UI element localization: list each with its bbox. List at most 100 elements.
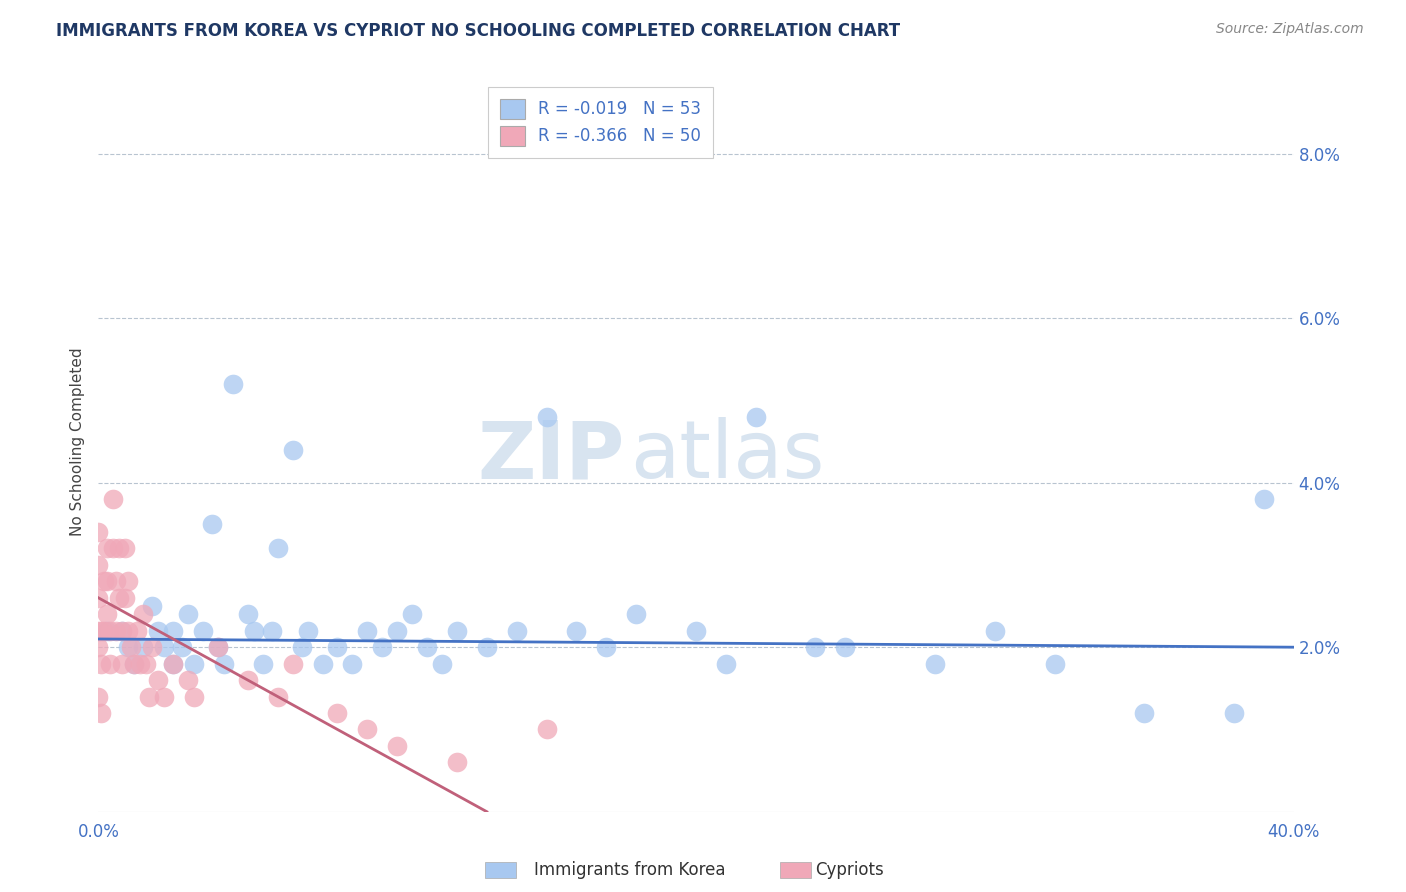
Point [267, 541, 290, 556]
Point [135, 657, 157, 671]
Point [127, 624, 149, 638]
Point [87, 524, 110, 539]
Point [416, 640, 439, 655]
Point [1043, 657, 1066, 671]
Point [536, 723, 558, 737]
Point [153, 640, 176, 655]
Point [191, 624, 214, 638]
Point [96, 607, 118, 622]
Point [506, 624, 529, 638]
Point [385, 624, 409, 638]
Point [162, 657, 184, 671]
Point [236, 673, 259, 687]
Point [96, 624, 118, 638]
Point [132, 607, 155, 622]
Point [291, 640, 314, 655]
Point [87, 558, 110, 572]
Point [98, 657, 122, 671]
Point [385, 739, 409, 753]
Point [446, 624, 468, 638]
Point [685, 624, 707, 638]
Point [430, 657, 453, 671]
Point [120, 640, 142, 655]
Text: IMMIGRANTS FROM KOREA VS CYPRIOT NO SCHOOLING COMPLETED CORRELATION CHART: IMMIGRANTS FROM KOREA VS CYPRIOT NO SCHO… [56, 22, 900, 40]
Point [924, 657, 946, 671]
Point [148, 624, 170, 638]
Point [138, 690, 160, 704]
Point [172, 640, 194, 655]
Point [117, 640, 139, 655]
Point [96, 574, 118, 589]
Point [260, 624, 283, 638]
Legend: R = -0.019   N = 53, R = -0.366   N = 50: R = -0.019 N = 53, R = -0.366 N = 50 [488, 87, 713, 158]
Point [446, 756, 468, 770]
Point [222, 376, 245, 391]
Point [342, 657, 364, 671]
Point [105, 574, 128, 589]
Point [207, 640, 229, 655]
Point [326, 706, 349, 720]
Point [153, 690, 176, 704]
Point [183, 657, 205, 671]
Point [207, 640, 229, 655]
Point [311, 657, 333, 671]
Point [87, 624, 110, 638]
Point [141, 599, 163, 613]
Point [267, 690, 290, 704]
Point [111, 624, 134, 638]
Point [1133, 706, 1156, 720]
Point [326, 640, 349, 655]
Point [141, 640, 163, 655]
Point [90, 706, 112, 720]
Point [90, 624, 112, 638]
Point [595, 640, 617, 655]
Point [212, 657, 235, 671]
Point [475, 640, 498, 655]
Point [1253, 492, 1275, 507]
Point [177, 673, 200, 687]
Point [201, 516, 224, 531]
Point [90, 657, 112, 671]
Point [536, 409, 558, 424]
Point [356, 723, 378, 737]
Point [93, 624, 115, 638]
Text: Source: ZipAtlas.com: Source: ZipAtlas.com [1216, 22, 1364, 37]
Point [108, 591, 131, 605]
Point [108, 541, 131, 556]
Point [371, 640, 394, 655]
Point [148, 673, 170, 687]
Point [103, 541, 125, 556]
Point [1223, 706, 1246, 720]
Point [103, 492, 125, 507]
Point [124, 657, 146, 671]
Point [177, 607, 200, 622]
Point [117, 574, 139, 589]
Point [984, 624, 1007, 638]
Point [105, 624, 128, 638]
Point [129, 657, 152, 671]
Text: Immigrants from Korea: Immigrants from Korea [534, 861, 725, 879]
Point [114, 541, 136, 556]
Point [124, 657, 146, 671]
Point [87, 591, 110, 605]
Point [98, 624, 122, 638]
Point [87, 640, 110, 655]
Point [356, 624, 378, 638]
Point [132, 640, 155, 655]
Point [96, 541, 118, 556]
Point [401, 607, 423, 622]
Text: ZIP: ZIP [477, 417, 624, 495]
Point [162, 657, 184, 671]
Point [252, 657, 274, 671]
Point [162, 624, 184, 638]
Point [804, 640, 827, 655]
Point [114, 591, 136, 605]
Point [243, 624, 266, 638]
Point [714, 657, 737, 671]
Point [281, 657, 304, 671]
Point [111, 624, 134, 638]
Text: Cypriots: Cypriots [815, 861, 884, 879]
Y-axis label: No Schooling Completed: No Schooling Completed [69, 347, 84, 536]
Text: atlas: atlas [630, 417, 824, 495]
Point [834, 640, 856, 655]
